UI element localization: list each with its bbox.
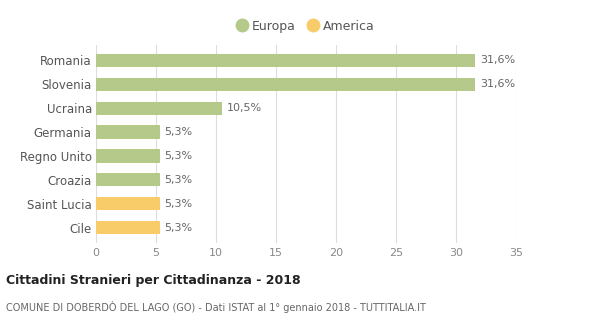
Legend: Europa, America: Europa, America [232,15,380,38]
Text: 5,3%: 5,3% [164,175,193,185]
Bar [96,54,475,67]
Bar [96,197,160,210]
Text: 31,6%: 31,6% [480,55,515,65]
Bar [96,221,160,234]
Bar [96,125,160,139]
Text: 5,3%: 5,3% [164,151,193,161]
Text: 31,6%: 31,6% [480,79,515,89]
Text: 5,3%: 5,3% [164,199,193,209]
Bar [96,101,222,115]
Bar [96,149,160,163]
Bar [96,173,160,187]
Text: COMUNE DI DOBERDÒ DEL LAGO (GO) - Dati ISTAT al 1° gennaio 2018 - TUTTITALIA.IT: COMUNE DI DOBERDÒ DEL LAGO (GO) - Dati I… [6,301,426,314]
Text: Cittadini Stranieri per Cittadinanza - 2018: Cittadini Stranieri per Cittadinanza - 2… [6,274,301,287]
Text: 5,3%: 5,3% [164,127,193,137]
Text: 10,5%: 10,5% [227,103,262,113]
Text: 5,3%: 5,3% [164,223,193,233]
Bar [96,78,475,91]
